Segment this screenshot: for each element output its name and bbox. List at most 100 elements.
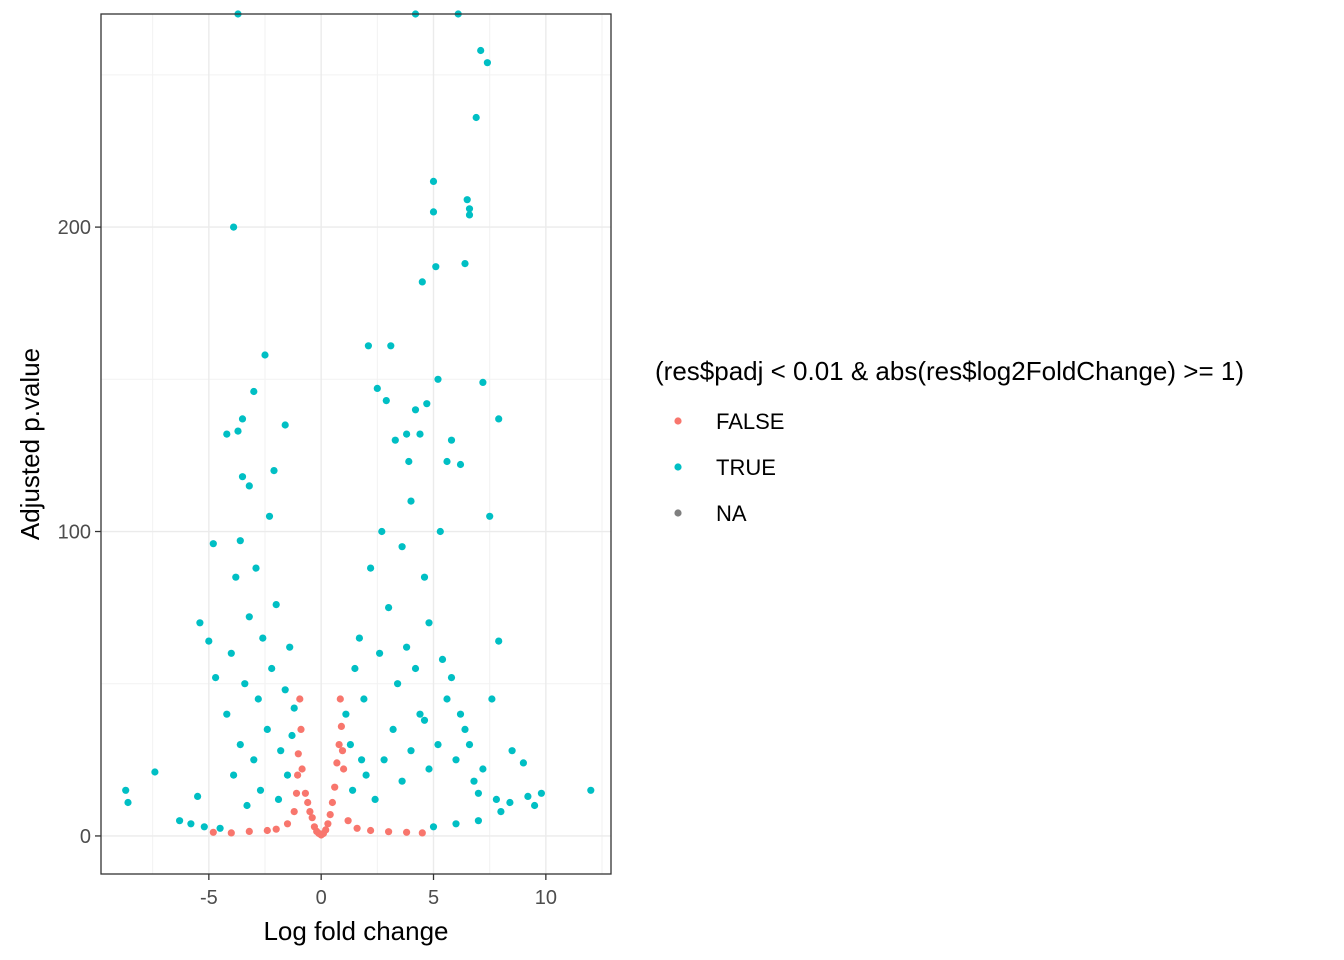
point-true <box>236 741 244 749</box>
point-true <box>209 540 217 548</box>
point-true <box>243 801 251 810</box>
point-true <box>259 634 267 642</box>
point-true <box>277 747 285 755</box>
point-true <box>382 397 390 405</box>
point-true <box>227 649 235 657</box>
point-true <box>434 375 442 383</box>
point-true <box>483 59 491 67</box>
point-false <box>367 826 375 835</box>
point-true <box>407 747 415 755</box>
point-true <box>429 208 438 216</box>
y-axis-title: Adjusted p.value <box>15 348 45 540</box>
point-true <box>495 415 503 423</box>
point-false <box>418 829 426 837</box>
point-true <box>187 820 195 828</box>
legend-entries: FALSE TRUE NA <box>674 409 784 526</box>
point-false <box>308 814 316 822</box>
point-true <box>432 263 440 271</box>
point-true <box>425 765 433 773</box>
point-true <box>232 573 240 581</box>
point-true <box>403 643 411 651</box>
panel-background <box>101 14 611 874</box>
point-true <box>506 798 514 807</box>
point-false <box>296 695 304 703</box>
point-true <box>463 196 471 204</box>
point-true <box>465 211 474 219</box>
panel-border <box>100 13 612 875</box>
point-true <box>290 704 298 712</box>
point-false <box>324 820 332 828</box>
point-false <box>304 798 312 807</box>
legend: (res$padj < 0.01 & abs(res$log2FoldChang… <box>655 356 1244 526</box>
point-true <box>230 223 238 231</box>
point-true <box>238 473 247 481</box>
point-true <box>274 795 283 804</box>
point-true <box>245 613 253 621</box>
point-false <box>340 765 348 773</box>
point-true <box>531 801 539 810</box>
point-true <box>452 756 460 764</box>
point-true <box>477 46 485 55</box>
point-true <box>373 384 381 392</box>
point-true <box>349 786 357 794</box>
point-true <box>456 710 465 718</box>
point-true <box>461 260 469 268</box>
point-false <box>297 725 305 734</box>
point-true <box>355 634 363 642</box>
point-true <box>474 789 482 797</box>
point-true <box>447 436 456 444</box>
point-true <box>176 817 184 825</box>
data-points <box>122 10 595 839</box>
point-false <box>292 789 301 797</box>
x-tick-label: -5 <box>200 887 218 909</box>
point-true <box>281 421 289 429</box>
point-true <box>472 113 480 122</box>
point-true <box>447 674 456 682</box>
legend-key-na <box>674 509 682 517</box>
point-true <box>452 820 460 828</box>
point-true <box>394 680 402 688</box>
point-true <box>537 789 546 797</box>
point-true <box>465 741 474 749</box>
point-true <box>407 497 415 505</box>
point-true <box>403 430 411 438</box>
point-true <box>429 177 438 185</box>
legend-label-na: NA <box>716 501 747 526</box>
point-true <box>367 564 375 572</box>
point-false <box>328 798 336 807</box>
point-true <box>351 664 359 673</box>
point-true <box>524 792 532 801</box>
point-true <box>212 674 220 682</box>
point-true <box>250 756 258 764</box>
point-false <box>335 741 343 749</box>
point-false <box>322 826 330 834</box>
point-true <box>270 467 278 475</box>
point-false <box>290 808 298 816</box>
point-false <box>403 828 411 836</box>
point-true <box>429 823 438 831</box>
point-true <box>268 664 276 673</box>
point-true <box>151 768 159 776</box>
point-true <box>492 795 500 804</box>
point-true <box>245 482 253 490</box>
point-true <box>250 387 258 396</box>
point-true <box>371 795 379 804</box>
point-false <box>331 783 339 791</box>
point-true <box>519 759 528 767</box>
point-true <box>470 777 478 785</box>
point-false <box>294 771 302 779</box>
point-true <box>378 527 386 536</box>
point-true <box>423 400 431 408</box>
point-true <box>358 756 366 764</box>
point-true <box>261 351 269 359</box>
point-false <box>337 722 345 731</box>
point-false <box>301 789 309 797</box>
x-axis-title: Log fold change <box>263 916 448 946</box>
point-true <box>438 655 447 664</box>
point-true <box>420 716 429 724</box>
point-true <box>364 342 372 350</box>
point-true <box>387 342 395 350</box>
point-true <box>238 415 247 423</box>
